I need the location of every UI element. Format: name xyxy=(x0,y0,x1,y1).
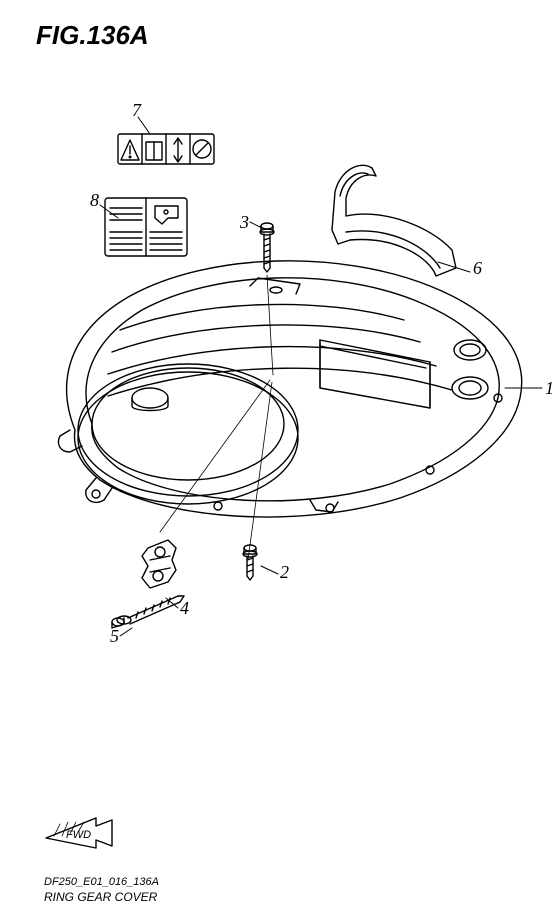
callout-8: 8 xyxy=(90,190,99,211)
callout-3: 3 xyxy=(240,212,249,233)
footer-code: DF250_E01_016_136A xyxy=(44,876,159,888)
bracket-6 xyxy=(332,165,456,276)
figure-canvas: FIG.136A xyxy=(0,0,560,920)
clamp-4 xyxy=(142,540,176,588)
label-warning-icons xyxy=(118,134,214,164)
svg-text:FWD: FWD xyxy=(66,829,91,841)
callout-7: 7 xyxy=(132,100,141,121)
callout-5: 5 xyxy=(110,626,119,647)
ring-gear-cover xyxy=(58,261,521,517)
bolt-2 xyxy=(243,545,257,580)
label-info-plate xyxy=(105,198,187,256)
bolt-3 xyxy=(260,223,274,272)
callout-4: 4 xyxy=(180,598,189,619)
fwd-arrow: FWD xyxy=(46,818,112,848)
bolt-5 xyxy=(112,596,184,628)
callout-1: 1 xyxy=(545,378,554,399)
leader-lines xyxy=(100,117,542,636)
footer-title: RING GEAR COVER xyxy=(44,890,157,904)
diagram-svg: FWD xyxy=(0,0,560,920)
callout-2: 2 xyxy=(280,562,289,583)
callout-6: 6 xyxy=(473,258,482,279)
